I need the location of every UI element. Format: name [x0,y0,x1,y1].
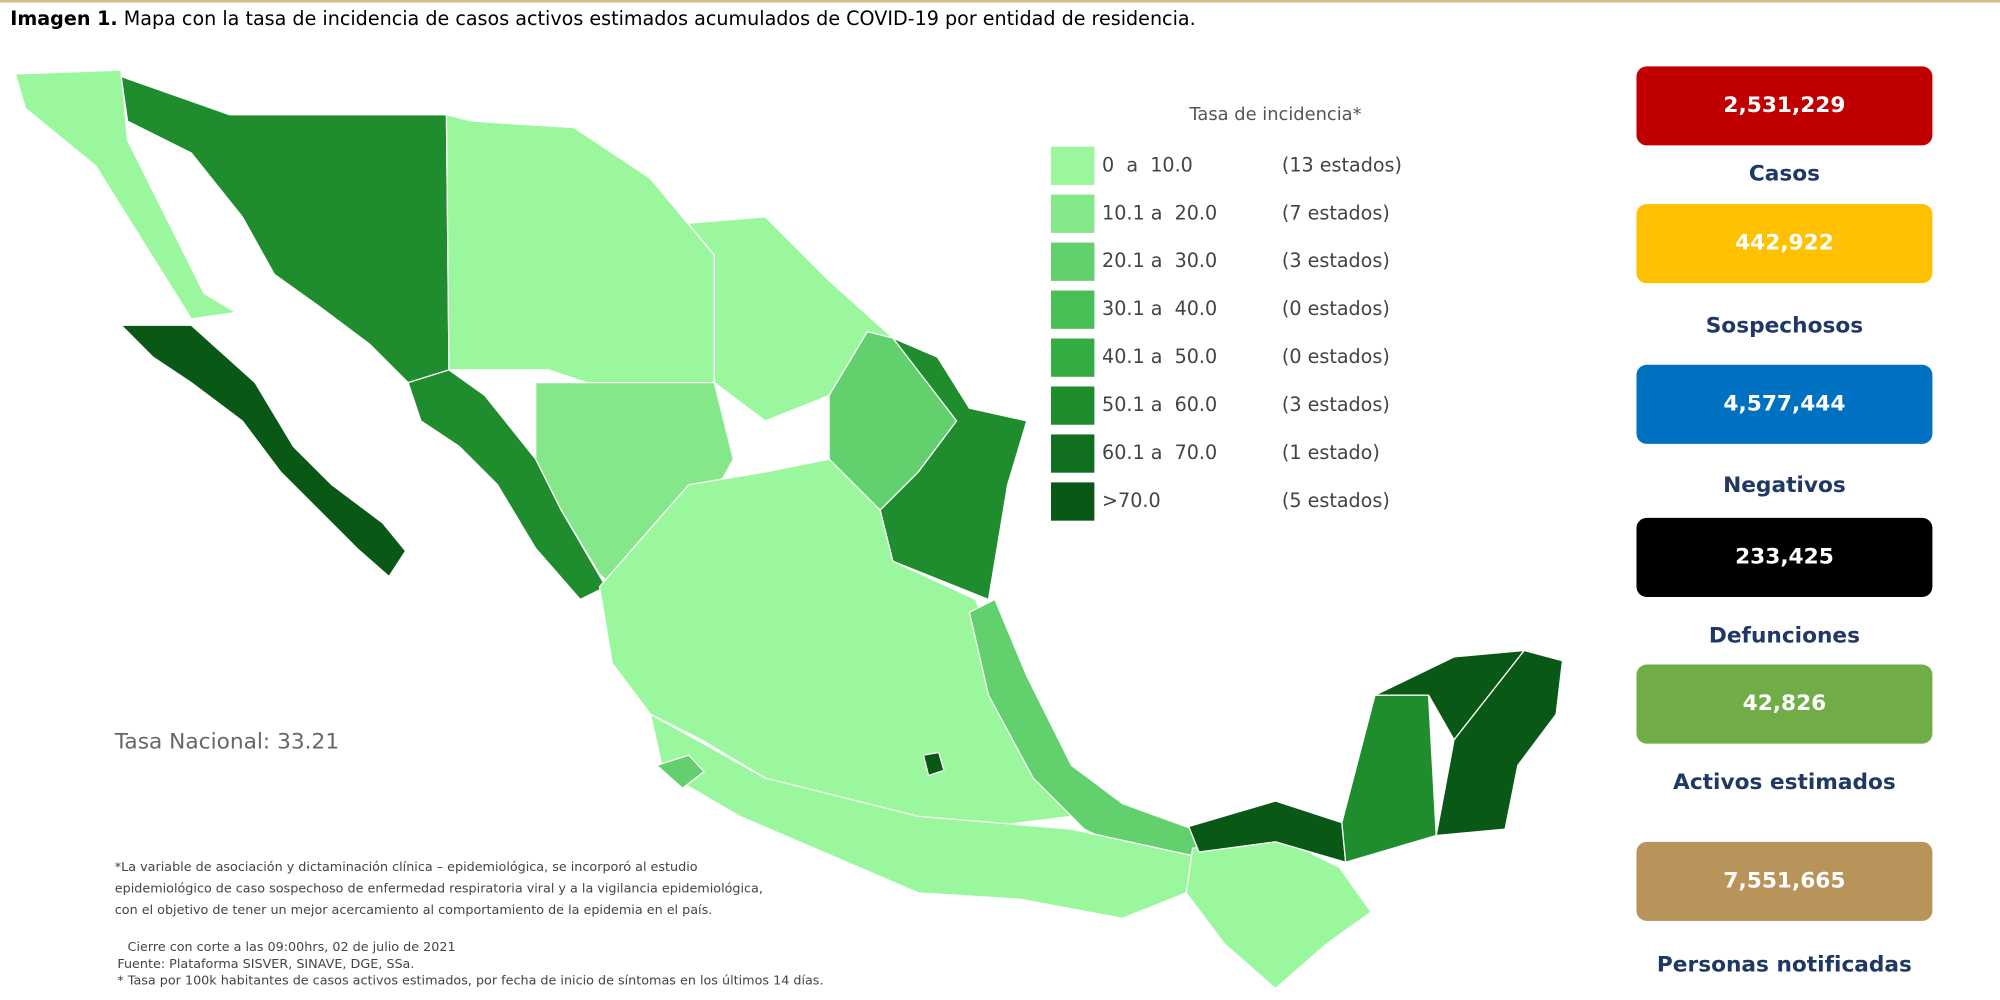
legend-range: 0 a 10.0 [1102,153,1193,176]
state [1341,694,1437,864]
state [14,69,238,320]
legend-count: (1 estado) [1282,441,1380,464]
legend-swatch [1051,434,1095,473]
title: Imagen 1. Mapa con la tasa de incidencia… [10,7,1196,30]
legend-swatch [1051,194,1095,233]
legend-range: 20.1 a 30.0 [1102,249,1217,272]
stat-value: 4,577,444 [1723,391,1845,416]
legend-count: (0 estados) [1282,297,1390,320]
legend-count: (13 estados) [1282,153,1402,176]
legend-count: (3 estados) [1282,393,1390,416]
legend-range: 30.1 a 40.0 [1102,297,1217,320]
stat-value: 7,551,665 [1723,868,1845,893]
legend-range: >70.0 [1102,489,1161,512]
legend-count: (0 estados) [1282,345,1390,368]
legend-range: 10.1 a 20.0 [1102,201,1217,224]
legend-swatch [1051,290,1095,329]
stat-value: 233,425 [1735,544,1834,569]
source-note: Fuente: Plataforma SISVER, SINAVE, DGE, … [117,957,414,972]
stat-value: 442,922 [1735,231,1834,256]
source-note: * Tasa por 100k habitantes de casos acti… [117,973,823,988]
state [120,75,450,384]
stat-label: Casos [1749,162,1820,187]
legend-range: 50.1 a 60.0 [1102,393,1217,416]
footnote: con el objetivo de tener un mejor acerca… [115,903,713,918]
stat-box [1636,841,1933,921]
state [1435,649,1564,837]
legend-swatch [1051,338,1095,377]
notes: *La variable de asociación y dictaminaci… [115,860,824,989]
legend-count: (7 estados) [1282,201,1390,224]
stat-label: Personas notificadas [1657,953,1912,978]
legend-swatch [1051,242,1095,281]
stat-label: Negativos [1723,473,1846,498]
state [445,113,715,384]
stat-value: 42,826 [1743,691,1827,716]
state [407,369,607,601]
stat-value: 2,531,229 [1723,93,1845,118]
national-rate: Tasa Nacional: 33.21 [114,729,339,754]
legend: 0 a 10.0 (13 estados) 10.1 a 20.0 (7 estado… [1051,146,1402,521]
legend-range: 60.1 a 70.0 [1102,441,1217,464]
footnote: epidemiológico de caso sospechoso de enf… [115,882,763,897]
map [14,69,1564,990]
stat-box [1636,364,1933,444]
stat-label: Sospechosos [1706,314,1863,339]
legend-count: (5 estados) [1282,489,1390,512]
state [879,336,1028,601]
stat-label: Defunciones [1709,623,1860,648]
source-note: Cierre con corte a las 09:00hrs, 02 de j… [128,940,456,955]
legend-range: 40.1 a 50.0 [1102,345,1217,368]
legend-swatch [1051,386,1095,425]
footnote: *La variable de asociación y dictaminaci… [115,860,698,875]
stat-box [1636,517,1933,597]
state [119,324,407,578]
legend-title: Tasa de incidencia* [1188,104,1361,125]
stats: 2,531,229 Casos 442,922 Sospechosos 4,577,44… [1636,66,1933,978]
state [655,754,706,790]
stat-box [1636,664,1933,744]
stat-label: Activos estimados [1673,770,1896,795]
legend-swatch [1051,146,1095,185]
stat-box [1636,204,1933,284]
legend-swatch [1051,482,1095,521]
legend-count: (3 estados) [1282,249,1390,272]
state [922,751,945,777]
stat-box [1636,66,1933,146]
state [649,713,1200,920]
